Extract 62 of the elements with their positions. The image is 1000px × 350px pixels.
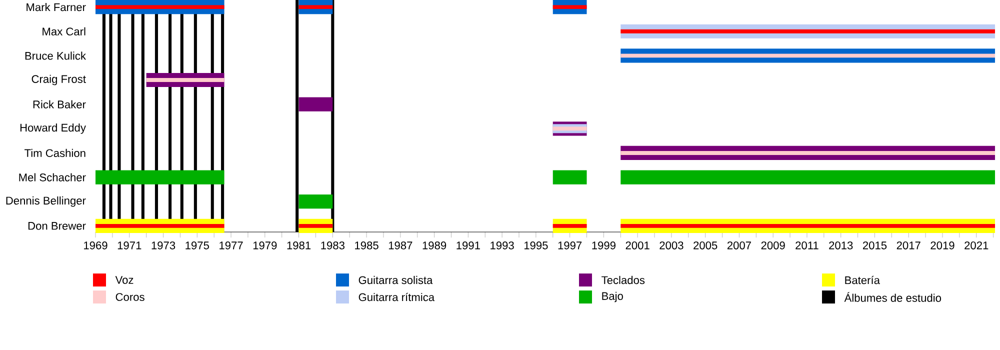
x-tick-label: 2005 [694, 242, 718, 250]
bar [96, 5, 224, 10]
x-tick-label: 2007 [727, 242, 751, 250]
x-tick-label: 2019 [930, 242, 954, 250]
legend-label: Batería [845, 276, 880, 284]
x-tick-label: 1969 [84, 242, 108, 250]
legend-label: Guitarra solista [358, 276, 433, 284]
bar [552, 5, 587, 10]
bar [620, 54, 996, 58]
x-tick-label: 1987 [388, 242, 412, 250]
x-tick-label: 1985 [355, 242, 378, 250]
x-tick-label: 1991 [456, 242, 480, 250]
x-tick-label: 2001 [626, 242, 650, 250]
x-tick-label: 1983 [321, 242, 344, 250]
x-tick-label: 2021 [964, 242, 988, 250]
bar [298, 97, 333, 112]
x-tick-label: 1993 [490, 242, 514, 250]
x-tick-label: 1981 [287, 242, 311, 250]
x-tick-label: 2015 [862, 242, 887, 250]
bar [552, 126, 587, 131]
y-tick-label: Rick Baker [33, 100, 86, 108]
bar [298, 194, 333, 209]
y-tick-label: Max Carl [42, 27, 86, 36]
x-tick-label: 1975 [186, 242, 209, 250]
x-tick-label: 1995 [524, 242, 548, 250]
y-tick-label: Tim Cashion [24, 148, 86, 158]
y-tick-label: Howard Eddy [20, 123, 86, 134]
bar [146, 78, 224, 82]
bar [620, 29, 996, 34]
x-tick-label: 1997 [558, 242, 582, 250]
x-tick-label: 2017 [896, 242, 920, 250]
x-tick-label: 1973 [152, 242, 176, 250]
bar [298, 224, 333, 228]
bar [552, 170, 587, 184]
bar [620, 170, 996, 184]
x-tick-label: 2009 [761, 242, 785, 250]
x-tick-label: 1979 [253, 242, 277, 250]
legend-label: Voz [115, 276, 134, 284]
y-tick-label: Bruce Kulick [25, 52, 86, 60]
y-tick-label: Craig Frost [32, 74, 86, 86]
bar [96, 170, 224, 184]
x-tick-label: 1977 [220, 242, 243, 250]
bar [552, 224, 587, 228]
x-tick-label: 1989 [422, 242, 446, 250]
legend-label: Bajo [602, 292, 623, 302]
y-tick-label: Mark Farner [26, 2, 86, 12]
y-tick-label: Dennis Bellinger [6, 196, 86, 207]
bar [96, 224, 224, 228]
x-tick-label: 2011 [796, 242, 818, 250]
x-tick-label: 1999 [592, 242, 616, 250]
bar [298, 5, 333, 10]
bar [620, 150, 996, 155]
y-tick-label: Mel Schacher [19, 173, 86, 182]
x-tick-label: 1971 [118, 242, 142, 250]
bar [620, 224, 996, 228]
legend-label: Álbumes de estudio [844, 292, 942, 302]
legend-label: Coros [116, 293, 144, 301]
x-tick-label: 2013 [829, 242, 853, 250]
legend-label: Guitarra rítmica [358, 292, 435, 302]
legend-label: Teclados [602, 276, 645, 284]
x-tick-label: 2003 [660, 242, 684, 250]
y-tick-label: Don Brewer [28, 222, 86, 230]
